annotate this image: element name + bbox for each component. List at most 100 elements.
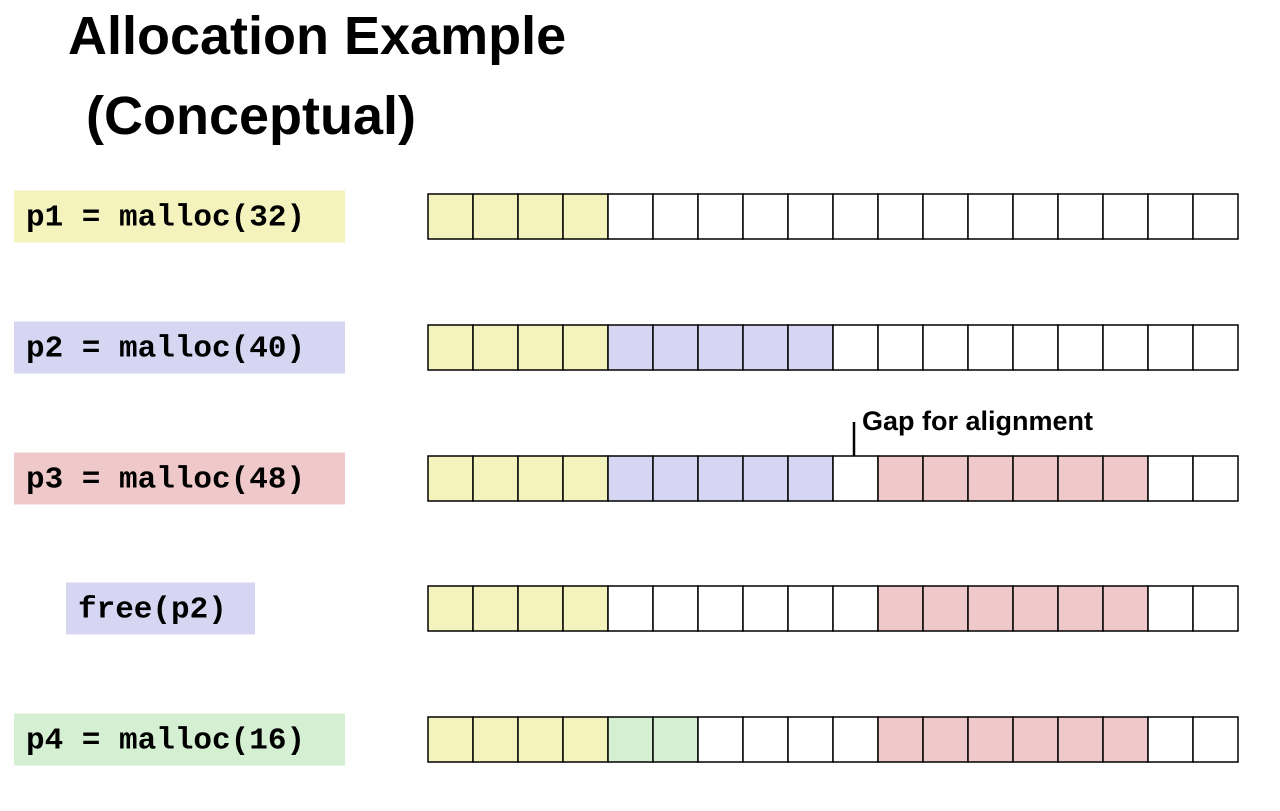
label-box [14, 452, 345, 505]
memory-cell [922, 716, 969, 763]
memory-cell [1147, 324, 1194, 371]
memory-cell [427, 585, 474, 632]
label-box [14, 321, 345, 374]
memory-cell [652, 324, 699, 371]
code-label: p3 = malloc(48) [26, 463, 305, 498]
memory-cell [832, 716, 879, 763]
memory-cell [472, 455, 519, 502]
memory-cell [1057, 324, 1104, 371]
memory-cell [967, 193, 1014, 240]
memory-cell [1147, 716, 1194, 763]
title-line: Allocation Example [68, 6, 566, 66]
memory-cell [877, 455, 924, 502]
memory-cell [607, 324, 654, 371]
memory-cell [832, 193, 879, 240]
memory-cell [427, 193, 474, 240]
memory-cell [652, 716, 699, 763]
code-label: p2 = malloc(40) [26, 332, 305, 367]
memory-cell [742, 585, 789, 632]
memory-cell [652, 455, 699, 502]
memory-cell [562, 324, 609, 371]
memory-cell [562, 585, 609, 632]
memory-cell [697, 585, 744, 632]
memory-cell [472, 716, 519, 763]
memory-cell [787, 455, 834, 502]
memory-cell [1012, 193, 1059, 240]
memory-cell [1012, 716, 1059, 763]
memory-cell [697, 193, 744, 240]
memory-cell [742, 193, 789, 240]
memory-cell [922, 193, 969, 240]
memory-cell [832, 585, 879, 632]
memory-cell [607, 193, 654, 240]
memory-cell [1057, 585, 1104, 632]
memory-cell [517, 193, 564, 240]
memory-cell [742, 455, 789, 502]
label-box [66, 582, 255, 635]
memory-cell [832, 324, 879, 371]
code-label: p4 = malloc(16) [26, 724, 305, 759]
memory-cell [832, 455, 879, 502]
memory-cell [877, 324, 924, 371]
memory-cell [1057, 193, 1104, 240]
memory-cell [922, 585, 969, 632]
memory-cell [697, 324, 744, 371]
memory-cell [1192, 324, 1239, 371]
memory-cell [1102, 324, 1149, 371]
memory-cell [1147, 455, 1194, 502]
memory-cell [652, 193, 699, 240]
memory-cell [517, 585, 564, 632]
memory-cell [1102, 716, 1149, 763]
memory-cell [1102, 585, 1149, 632]
memory-cell [1012, 324, 1059, 371]
memory-cell [427, 455, 474, 502]
memory-cell [787, 193, 834, 240]
memory-cell [517, 455, 564, 502]
memory-cell [787, 716, 834, 763]
memory-cell [787, 585, 834, 632]
memory-cell [967, 585, 1014, 632]
title-line: (Conceptual) [86, 86, 416, 146]
memory-cell [787, 324, 834, 371]
memory-cell [472, 324, 519, 371]
label-box [14, 713, 345, 766]
memory-cell [742, 716, 789, 763]
memory-cell [1057, 716, 1104, 763]
memory-cell [1012, 455, 1059, 502]
memory-cell [562, 193, 609, 240]
annotation: Gap for alignment [862, 406, 1093, 436]
memory-cell [1147, 585, 1194, 632]
memory-cell [697, 455, 744, 502]
memory-cell [1102, 455, 1149, 502]
label-box [14, 190, 345, 243]
memory-cell [607, 455, 654, 502]
memory-cell [607, 716, 654, 763]
memory-cell [427, 324, 474, 371]
memory-cell [1012, 585, 1059, 632]
memory-cell [922, 455, 969, 502]
memory-cell [1192, 585, 1239, 632]
memory-cell [877, 716, 924, 763]
memory-cell [967, 455, 1014, 502]
memory-cell [1147, 193, 1194, 240]
memory-cell [922, 324, 969, 371]
memory-cell [967, 324, 1014, 371]
code-label: p1 = malloc(32) [26, 201, 305, 236]
memory-cell [472, 193, 519, 240]
memory-cell [1057, 455, 1104, 502]
memory-cell [1192, 455, 1239, 502]
memory-cell [1102, 193, 1149, 240]
memory-cell [517, 324, 564, 371]
memory-cell [742, 324, 789, 371]
memory-cell [562, 716, 609, 763]
memory-cell [427, 716, 474, 763]
memory-cell [607, 585, 654, 632]
code-label: free(p2) [78, 593, 227, 628]
memory-cell [652, 585, 699, 632]
memory-cell [472, 585, 519, 632]
memory-cell [1192, 193, 1239, 240]
memory-cell [562, 455, 609, 502]
memory-cell [517, 716, 564, 763]
memory-cell [877, 585, 924, 632]
